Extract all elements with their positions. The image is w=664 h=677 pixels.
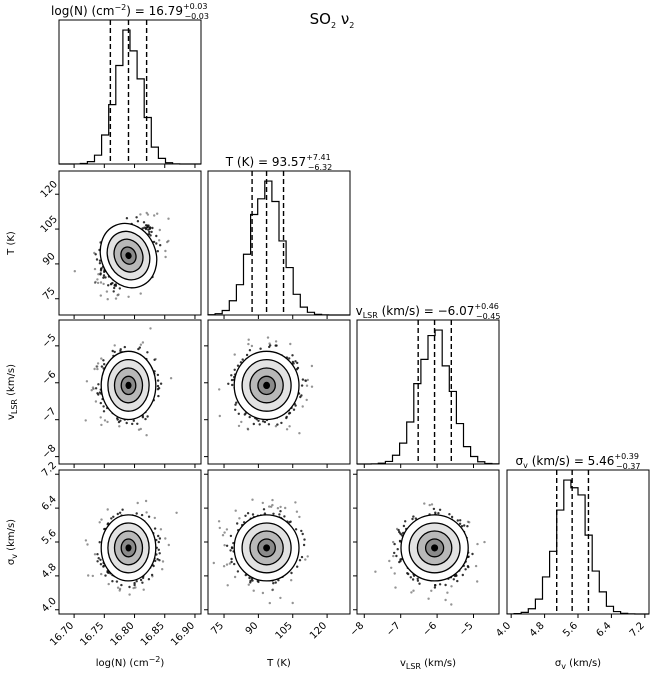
y-tick-label-sigmav: 4.0 (40, 596, 59, 615)
contour-level-5-T-sigmav (263, 544, 271, 552)
histogram-T (207, 180, 350, 316)
y-tick-label-vlsr: −7 (40, 406, 58, 424)
contour-level-5-logN-sigmav (125, 544, 132, 552)
y-tick-label-vlsr: −6 (40, 369, 58, 387)
y-tick-label-vlsr: −8 (40, 443, 58, 461)
x-tick-label-logN: 16.85 (139, 620, 167, 648)
y-tick-label-sigmav: 5.6 (40, 528, 59, 547)
contour-level-5-vlsr-sigmav (431, 544, 439, 552)
y-axis-label-sigmav: σv (km/s) (6, 519, 19, 565)
histogram-vlsr (356, 329, 500, 465)
panel-title-vlsr: vLSR (km/s) = −6.07+0.46 −0.45 (356, 302, 501, 321)
panel-frame-vlsr-vlsr (356, 319, 500, 465)
x-tick-label-logN: 16.80 (109, 620, 137, 648)
x-tick-label-vlsr: −5 (457, 620, 475, 638)
plot-panels: log(N) (cm−2) = 16.79+0.03 −0.03 T (K) = 9… (6, 2, 650, 671)
panel-frame-T-T (207, 170, 351, 316)
y-tick-label-vlsr: −5 (40, 332, 58, 350)
y-tick-label-T: 120 (39, 179, 60, 200)
x-tick-label-sigmav: 7.2 (628, 620, 647, 639)
x-tick-label-logN: 16.75 (78, 620, 106, 648)
y-tick-label-T: 105 (39, 214, 60, 235)
x-axis-label-vlsr: vLSR (km/s) (400, 658, 456, 671)
y-tick-label-sigmav: 4.8 (40, 562, 59, 581)
x-tick-label-sigmav: 6.4 (595, 620, 614, 639)
panel-title-T: T (K) = 93.57+7.41 −6.32 (225, 153, 332, 172)
x-tick-label-sigmav: 4.8 (528, 620, 547, 639)
histogram-logN (59, 29, 201, 165)
x-tick-label-T: 90 (244, 620, 261, 637)
x-tick-label-logN: 16.90 (169, 620, 197, 648)
panel-title-sigmav: σv (km/s) = 5.46+0.39 −0.37 (516, 452, 641, 471)
contour-level-5-logN-vlsr (125, 381, 132, 390)
panel-frame-logN-T (58, 170, 202, 316)
x-tick-label-sigmav: 4.0 (494, 620, 513, 639)
y-tick-label-T: 90 (41, 251, 58, 268)
x-axis-label-sigmav: σv (km/s) (555, 658, 601, 671)
histogram-sigmav (506, 479, 649, 615)
x-tick-label-logN: 16.70 (48, 620, 76, 648)
x-axis-label-logN: log(N) (cm−2) (96, 655, 165, 669)
contour-level-5-logN-T (125, 252, 132, 260)
y-tick-label-T: 75 (41, 286, 58, 303)
y-tick-label-sigmav: 6.4 (40, 494, 59, 513)
x-tick-label-vlsr: −7 (385, 620, 403, 638)
x-tick-label-sigmav: 5.6 (561, 620, 580, 639)
x-tick-label-T: 105 (274, 620, 295, 641)
panel-frame-T-vlsr (207, 319, 351, 465)
panel-frame-logN-vlsr (58, 319, 202, 465)
x-axis-label-T: T (K) (266, 658, 291, 669)
y-axis-label-T: T (K) (6, 231, 17, 256)
panel-title-logN: log(N) (cm−2) = 16.79+0.03 −0.03 (51, 2, 209, 21)
y-axis-label-vlsr: vLSR (km/s) (6, 364, 19, 420)
y-tick-label-sigmav: 7.2 (40, 460, 59, 479)
x-tick-label-T: 120 (308, 620, 329, 641)
x-tick-label-T: 75 (209, 620, 226, 637)
x-tick-label-vlsr: −6 (421, 620, 439, 638)
chart-title: SO2 ν2 (310, 10, 355, 30)
contour-level-5-T-vlsr (263, 381, 271, 390)
x-tick-label-vlsr: −8 (348, 620, 366, 638)
panel-frame-logN-logN (58, 19, 202, 165)
